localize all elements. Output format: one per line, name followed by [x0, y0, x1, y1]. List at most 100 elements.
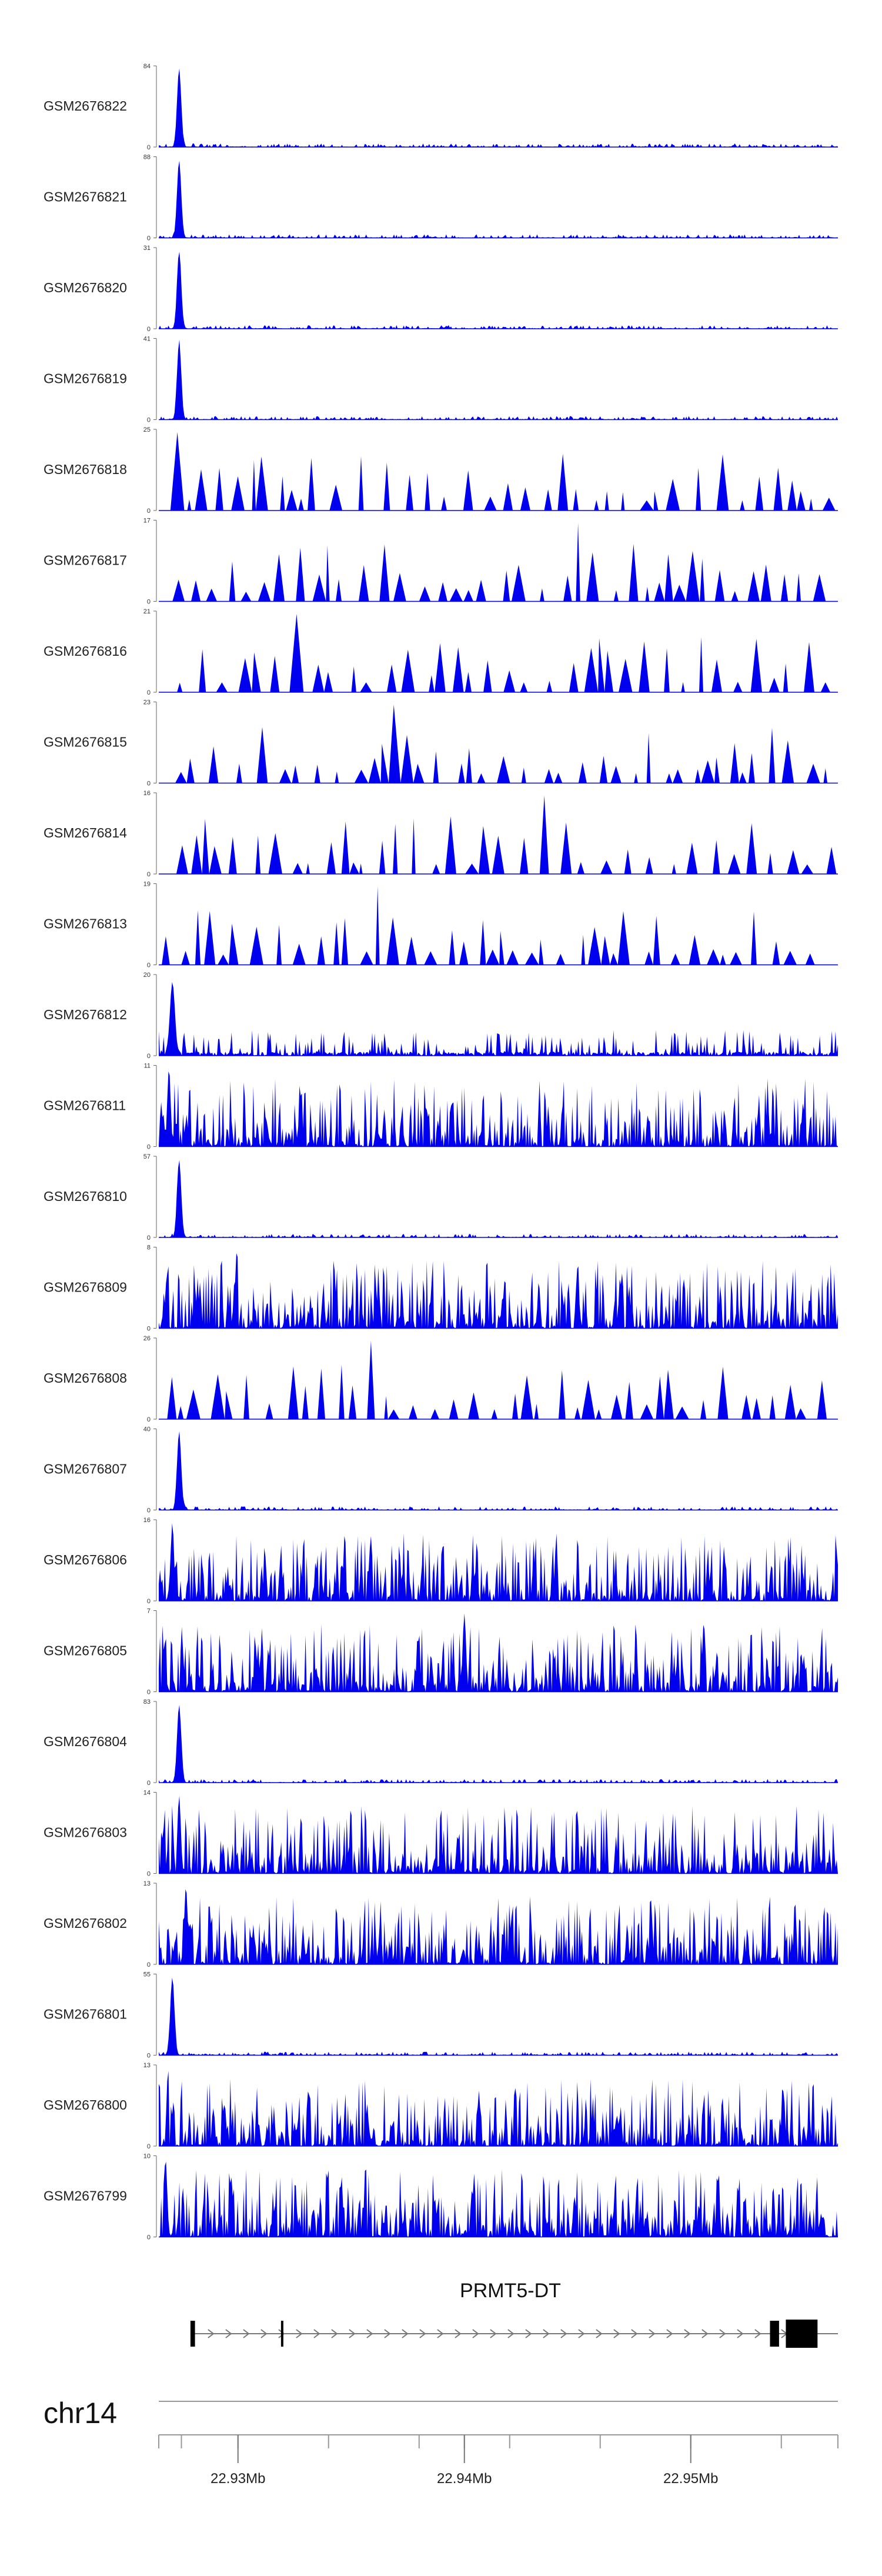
coverage-area [159, 1796, 838, 1874]
track: GSM2676818 25 0 [44, 426, 838, 515]
gene-strand-arrow [225, 2329, 232, 2338]
track-name-label: GSM2676806 [44, 1552, 127, 1567]
track-scale-min: 0 [147, 1053, 151, 1060]
track: GSM2676800 13 0 [44, 2062, 838, 2150]
track-scale-min: 0 [147, 1234, 151, 1242]
gene-strand-arrow [684, 2329, 691, 2338]
track-scale-max: 13 [143, 1880, 151, 1887]
track-scale-min: 0 [147, 780, 151, 788]
gene-strand-arrow [649, 2329, 656, 2338]
gene-strand-arrow [613, 2329, 620, 2338]
track-scale-min: 0 [147, 1961, 151, 1968]
track-scale-min: 0 [147, 2143, 151, 2150]
gene-strand-arrow [402, 2329, 409, 2338]
gene-exon [280, 2321, 283, 2347]
axis-tick-label: 22.94Mb [437, 2471, 492, 2487]
track-scale-max: 88 [143, 154, 151, 161]
track: GSM2676814 16 0 [44, 790, 838, 878]
coverage-area [159, 339, 838, 420]
coverage-area [159, 68, 838, 147]
gene-exon [786, 2320, 818, 2348]
gene-strand-arrow [578, 2329, 585, 2338]
coverage-area [159, 1071, 838, 1147]
coverage-area [159, 1160, 838, 1237]
track-scale-min: 0 [147, 1871, 151, 1878]
track: GSM2676801 55 0 [44, 1971, 838, 2060]
track-name-label: GSM2676810 [44, 1189, 127, 1204]
coverage-area [159, 1340, 838, 1419]
track: GSM2676819 41 0 [44, 336, 838, 424]
track-scale-min: 0 [147, 235, 151, 242]
track-scale-max: 7 [147, 1608, 151, 1615]
gene-strand-arrow [208, 2329, 215, 2338]
track-scale-min: 0 [147, 1780, 151, 1787]
coverage-area [159, 1613, 838, 1692]
track: GSM2676809 8 0 [44, 1244, 838, 1333]
coverage-area [159, 1889, 838, 1964]
coverage-area [159, 2071, 838, 2146]
coverage-area [159, 523, 838, 602]
gene-strand-arrow [243, 2329, 250, 2338]
gene-strand-arrow [543, 2329, 550, 2338]
track-scale-max: 8 [147, 1244, 151, 1252]
coverage-area [159, 1523, 838, 1601]
track-scale-min: 0 [147, 1326, 151, 1333]
gene-name-label: PRMT5-DT [460, 2280, 561, 2302]
track-name-label: GSM2676807 [44, 1461, 127, 1477]
track-name-label: GSM2676821 [44, 189, 127, 205]
track-name-label: GSM2676808 [44, 1370, 127, 1386]
coverage-area [159, 1253, 838, 1329]
track-scale-min: 0 [147, 1144, 151, 1151]
axis-tick-label: 22.93Mb [211, 2471, 265, 2487]
track: GSM2676808 26 0 [44, 1335, 838, 1423]
track-name-label: GSM2676812 [44, 1007, 127, 1022]
track: GSM2676815 23 0 [44, 699, 838, 788]
coverage-area [159, 1704, 838, 1783]
track-scale-min: 0 [147, 1689, 151, 1696]
track: GSM2676813 19 0 [44, 881, 838, 969]
track-scale-max: 19 [143, 881, 151, 888]
track-scale-min: 0 [147, 2234, 151, 2241]
track-scale-max: 40 [143, 1426, 151, 1433]
gene-strand-arrow [631, 2329, 638, 2338]
track-name-label: GSM2676818 [44, 462, 127, 477]
track-scale-min: 0 [147, 962, 151, 969]
coverage-area [159, 795, 838, 874]
gene-strand-arrow [737, 2329, 744, 2338]
coverage-area [159, 613, 838, 692]
gene-strand-arrow [349, 2329, 356, 2338]
track-scale-max: 23 [143, 699, 151, 706]
track-scale-min: 0 [147, 2053, 151, 2060]
coverage-area [159, 161, 838, 238]
coverage-area [159, 886, 838, 965]
track-scale-min: 0 [147, 144, 151, 151]
gene-strand-arrow [260, 2329, 268, 2338]
gene-strand-arrow [331, 2329, 338, 2338]
track-scale-max: 11 [144, 1063, 151, 1070]
track: GSM2676802 13 0 [44, 1880, 838, 1968]
track-name-label: GSM2676800 [44, 2097, 127, 2113]
track-scale-max: 57 [143, 1153, 151, 1160]
track-name-label: GSM2676803 [44, 1825, 127, 1840]
gene-strand-arrow [455, 2329, 462, 2338]
gene-strand-arrow [560, 2329, 567, 2338]
track: GSM2676817 17 0 [44, 518, 838, 606]
gene-strand-arrow [313, 2329, 320, 2338]
gene-strand-arrow [366, 2329, 373, 2338]
track-name-label: GSM2676814 [44, 825, 127, 840]
track: GSM2676822 84 0 [44, 63, 838, 151]
track-scale-max: 14 [143, 1790, 151, 1797]
track-scale-max: 83 [143, 1699, 151, 1706]
track-name-label: GSM2676813 [44, 916, 127, 932]
track-name-label: GSM2676804 [44, 1734, 127, 1749]
gene-strand-arrow [419, 2329, 426, 2338]
track-scale-min: 0 [147, 1598, 151, 1605]
track: GSM2676804 83 0 [44, 1699, 838, 1787]
track: GSM2676821 88 0 [44, 154, 838, 242]
gene-exon [770, 2321, 779, 2347]
coverage-area [159, 1977, 838, 2056]
coverage-area [159, 2161, 838, 2237]
track: GSM2676806 16 0 [44, 1517, 838, 1605]
track-scale-min: 0 [147, 1416, 151, 1423]
